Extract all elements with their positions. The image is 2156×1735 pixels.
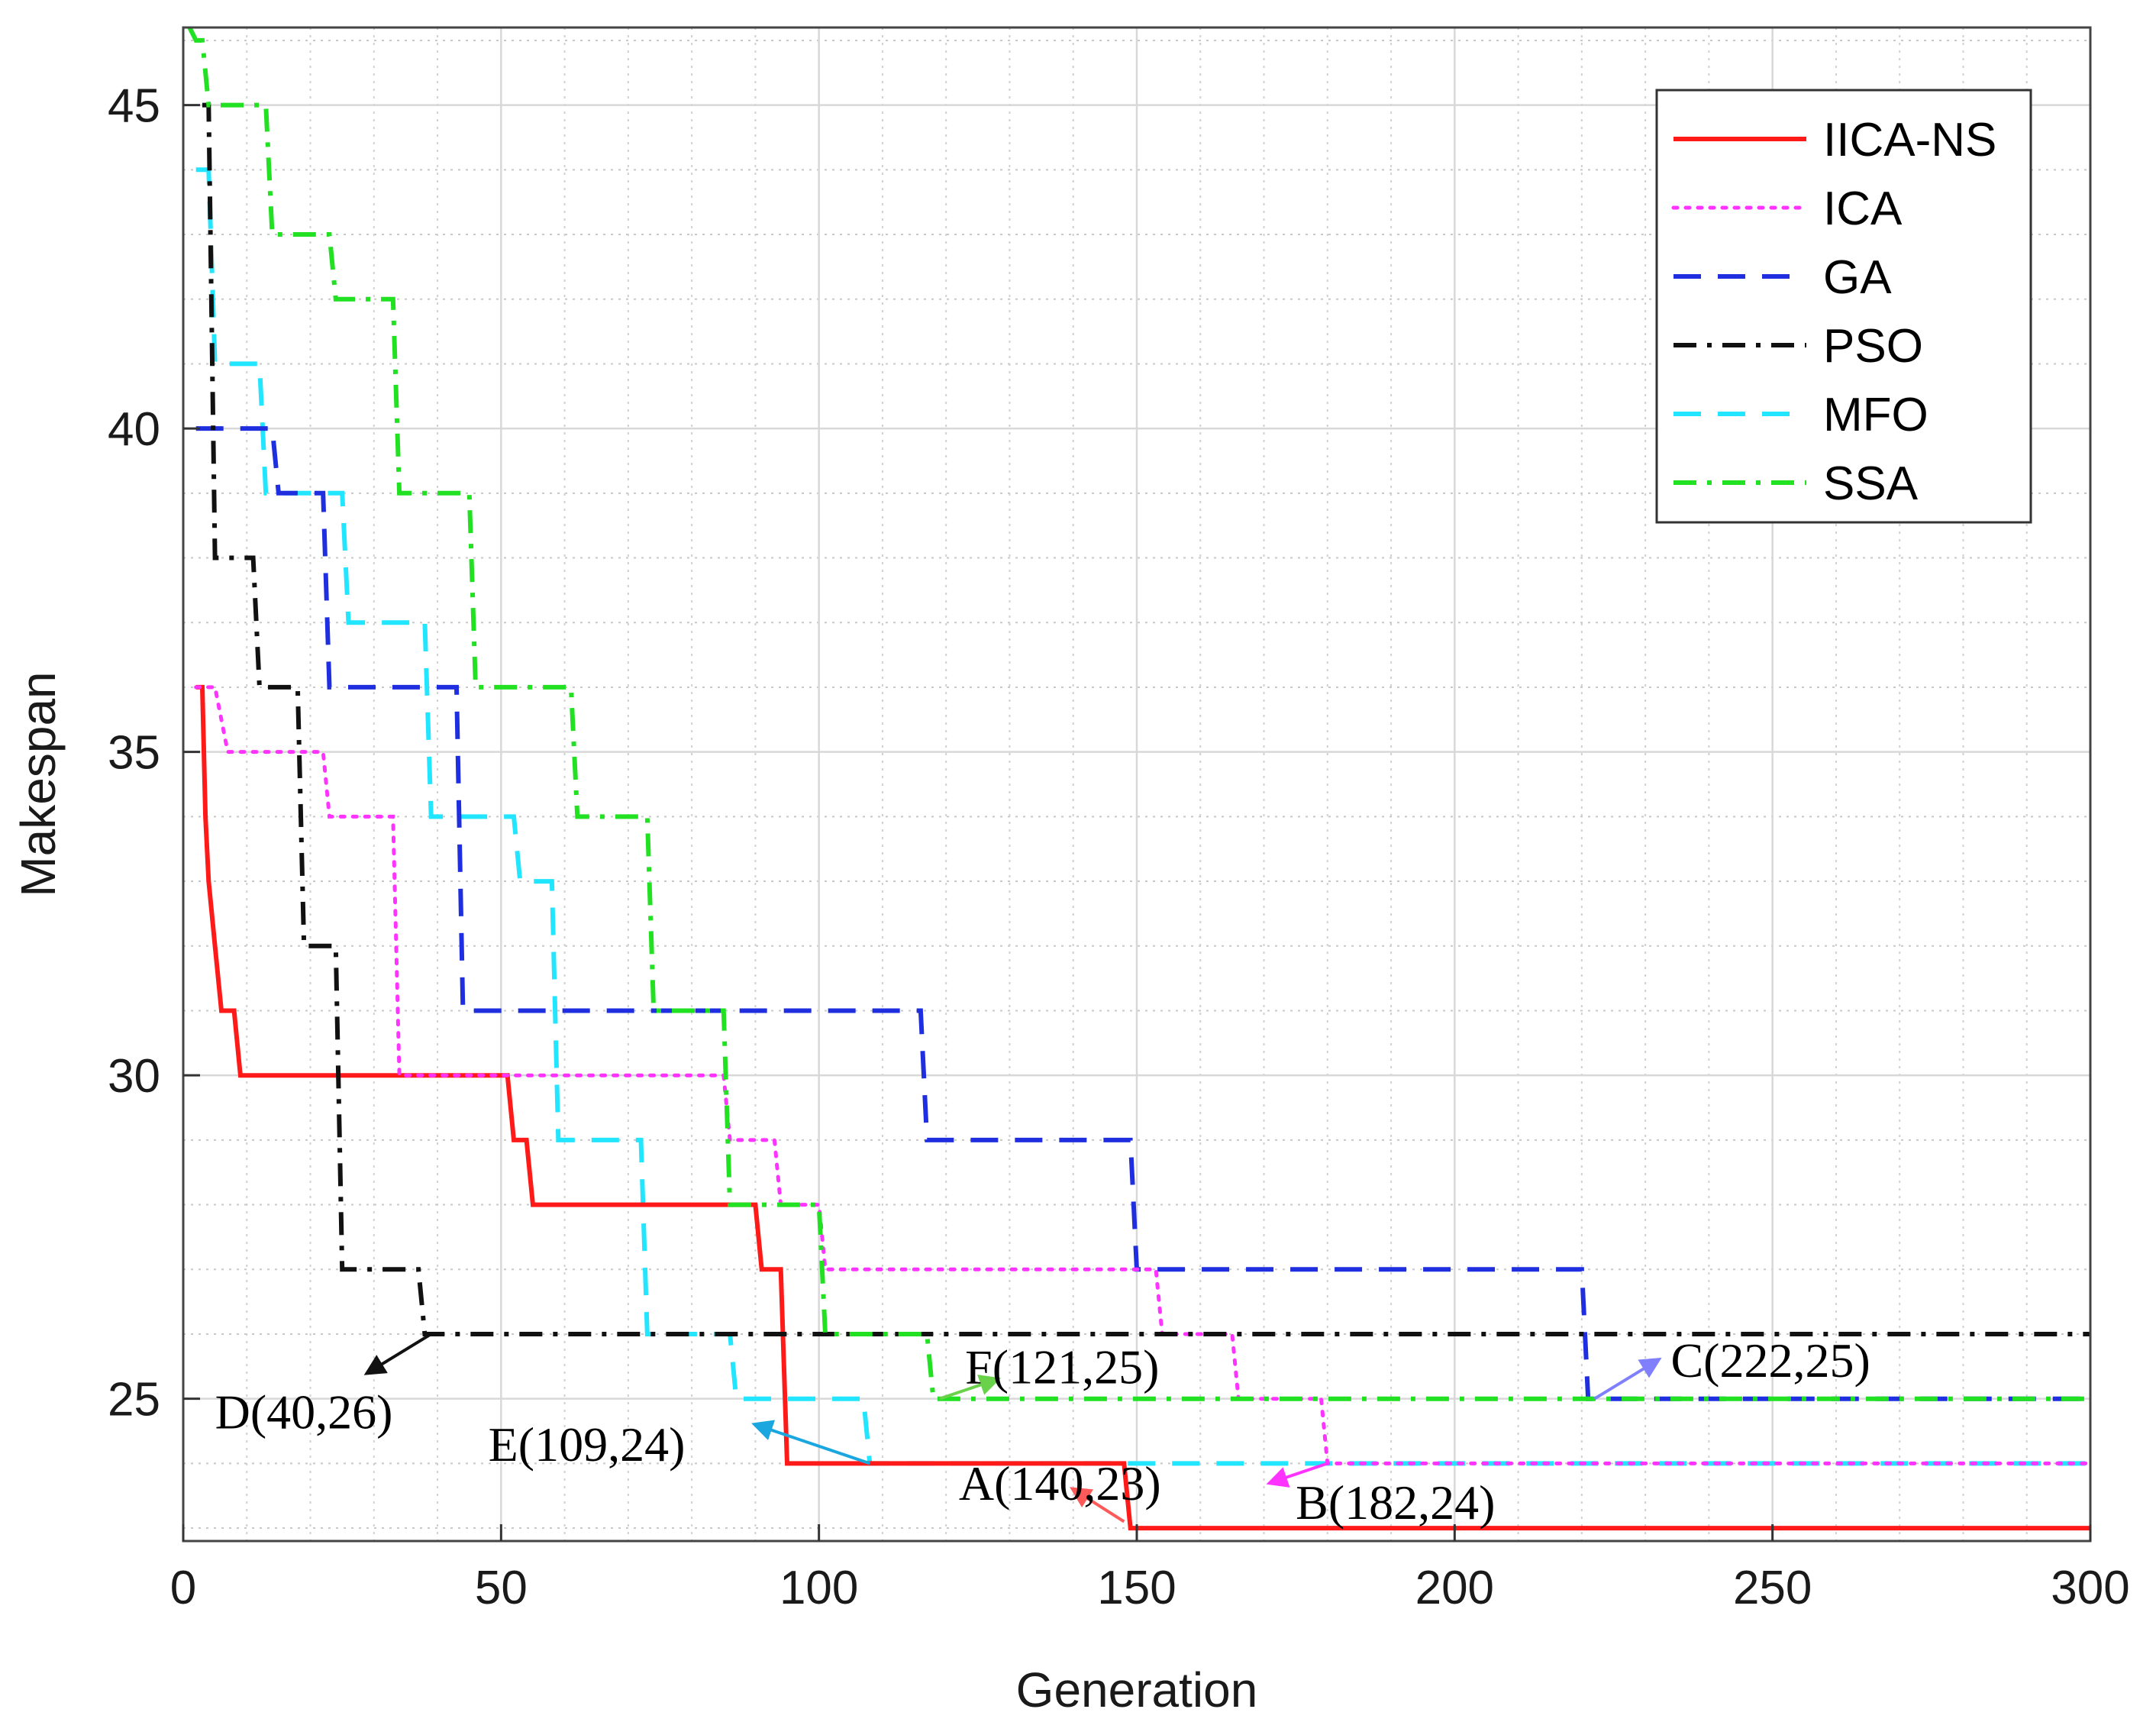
y-tick-label: 30 <box>108 1050 160 1103</box>
annotation-label: E(109,24) <box>489 1417 686 1472</box>
annotation-arrow <box>1593 1357 1662 1401</box>
legend-label: PSO <box>1823 320 1923 373</box>
y-tick-label: 45 <box>108 80 160 133</box>
annotation-label: C(222,25) <box>1670 1333 1870 1388</box>
annotation-arrow <box>363 1333 432 1375</box>
annotation-arrow <box>939 1375 1002 1401</box>
annotation-arrow <box>1070 1487 1125 1523</box>
annotation-label: B(182,24) <box>1296 1475 1495 1530</box>
y-axis-label: Makespan <box>11 671 66 897</box>
y-tick-label: 40 <box>108 403 160 456</box>
annotation-arrow <box>1266 1462 1328 1488</box>
x-tick-label: 0 <box>170 1562 196 1614</box>
series-line-ga <box>195 426 2090 1401</box>
annotation-label: D(40,26) <box>215 1385 393 1439</box>
legend-label: GA <box>1823 251 1892 304</box>
x-tick-label: 50 <box>475 1562 528 1614</box>
legend-label: SSA <box>1823 457 1919 510</box>
legend-box <box>1655 89 2032 524</box>
series-line-ssa <box>187 26 2090 1401</box>
x-tick-label: 300 <box>2051 1562 2129 1614</box>
annotation-layer: A(140,23) B(182,24) C(222,25) D(40,26) E(109… <box>215 1333 1870 1530</box>
ticks-layer: 0 50 100 150 200 250 300 25 30 35 40 45 <box>108 80 2130 1614</box>
annotation-label: F(121,25) <box>965 1339 1159 1394</box>
annotation-label: A(140,23) <box>959 1456 1161 1510</box>
series-layer <box>187 26 2093 1531</box>
series-line-iica-ns <box>195 684 2090 1531</box>
x-tick-label: 150 <box>1097 1562 1176 1614</box>
series-line-mfo <box>195 167 2090 1466</box>
legend-label: ICA <box>1823 183 1903 235</box>
annotation-arrow <box>751 1420 870 1465</box>
x-axis-label: Generation <box>1016 1662 1258 1717</box>
y-tick-label: 35 <box>108 727 160 780</box>
legend: IICA-NS ICA GA PSO MFO SSA <box>1655 89 2032 524</box>
y-tick-label: 25 <box>108 1374 160 1426</box>
series-line-pso <box>202 102 2090 1336</box>
x-tick-label: 200 <box>1415 1562 1494 1614</box>
series-line-ica <box>194 685 2093 1465</box>
legend-label: MFO <box>1823 389 1928 441</box>
x-tick-label: 250 <box>1733 1562 1812 1614</box>
x-tick-label: 100 <box>779 1562 858 1614</box>
legend-label: IICA-NS <box>1823 114 1996 166</box>
